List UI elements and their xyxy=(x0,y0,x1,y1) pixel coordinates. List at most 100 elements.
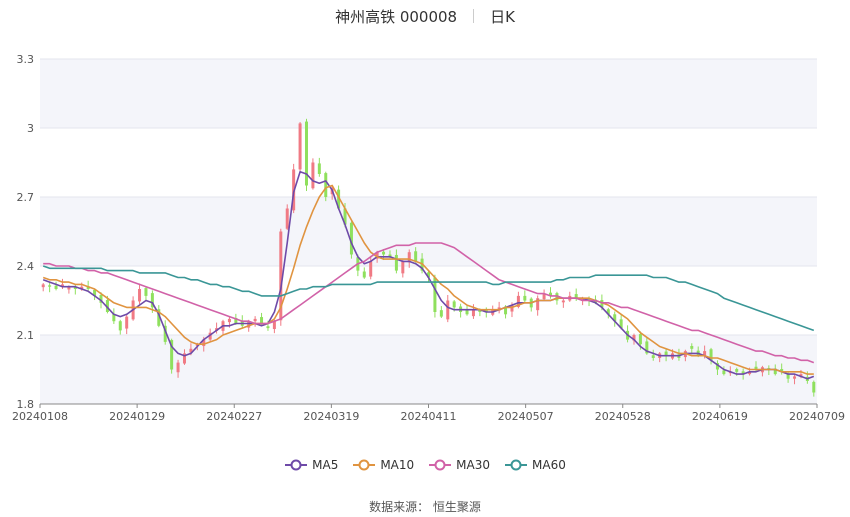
candle-body xyxy=(324,173,328,197)
grid-band xyxy=(40,197,817,266)
legend-marker-icon xyxy=(429,459,452,471)
candle-body xyxy=(446,300,450,320)
grid-band xyxy=(40,59,817,128)
candle-body xyxy=(247,321,251,328)
candle-body xyxy=(189,348,193,353)
candle-body xyxy=(138,289,142,302)
candle-body xyxy=(561,300,565,303)
candle-body xyxy=(163,325,167,342)
legend-item-ma5[interactable]: MA5 xyxy=(284,458,338,472)
legend-label: MA10 xyxy=(380,458,415,472)
candle-body xyxy=(362,271,366,278)
candle-body xyxy=(613,314,617,322)
candle-body xyxy=(54,285,58,289)
ma-line-ma60 xyxy=(42,265,815,332)
candle-body xyxy=(754,366,758,370)
x-tick-labels: 20240108 20240129 20240227 20240319 20240411… xyxy=(12,404,845,423)
y-tick-label: 3.3 xyxy=(17,53,35,66)
candle-body xyxy=(690,346,694,349)
candle-body xyxy=(349,222,353,255)
candle-body xyxy=(799,374,803,377)
candle-body xyxy=(144,288,148,296)
x-tick-label: 20240108 xyxy=(12,410,68,423)
candle-body xyxy=(99,294,103,303)
candle-body xyxy=(157,309,161,326)
grid-band xyxy=(40,335,817,404)
candle-body xyxy=(812,381,816,393)
legend-item-ma60[interactable]: MA60 xyxy=(504,458,566,472)
candle-body xyxy=(452,301,456,308)
candle-body xyxy=(433,277,437,312)
candle-body xyxy=(510,305,514,312)
candle-body xyxy=(394,254,398,271)
y-tick-label: 2.4 xyxy=(17,260,35,273)
title-separator xyxy=(473,9,475,23)
candle-body xyxy=(735,369,739,372)
candle-body xyxy=(484,310,488,312)
candle-body xyxy=(632,335,636,341)
chart-title: 神州高铁 000008 日K xyxy=(0,6,850,27)
candle-body xyxy=(703,351,707,356)
candle-body xyxy=(715,363,719,370)
candle-body xyxy=(375,252,379,259)
legend-label: MA30 xyxy=(456,458,491,472)
x-tick-label: 20240528 xyxy=(595,410,651,423)
candle-body xyxy=(523,295,527,301)
legend-marker-icon xyxy=(505,459,528,471)
candle-body xyxy=(48,285,52,287)
candle-body xyxy=(407,252,411,263)
candle-body xyxy=(664,351,668,356)
candle-body xyxy=(478,309,482,312)
y-tick-label: 2.1 xyxy=(17,329,35,342)
candle-body xyxy=(317,163,321,174)
x-tick-label: 20240319 xyxy=(303,410,359,423)
candle-body xyxy=(504,306,508,315)
candle-body xyxy=(170,340,174,370)
candle-body xyxy=(86,286,90,289)
candle-body xyxy=(555,293,559,301)
candle-body xyxy=(60,284,64,287)
candle-body xyxy=(105,300,109,312)
candle-body xyxy=(645,341,649,354)
candle-body xyxy=(722,370,726,375)
legend: MA5 MA10 MA30 MA60 xyxy=(0,458,850,474)
grid-bands xyxy=(40,59,817,404)
candle-body xyxy=(427,272,430,278)
candle-body xyxy=(549,292,553,296)
x-tick-label: 20240619 xyxy=(692,410,748,423)
legend-item-ma10[interactable]: MA10 xyxy=(352,458,414,472)
candle-body xyxy=(93,289,97,296)
candle-body xyxy=(41,284,45,288)
y-tick-label: 2.7 xyxy=(17,191,35,204)
candle-body xyxy=(709,349,713,361)
candle-body xyxy=(574,294,578,299)
candle-body xyxy=(208,332,212,340)
candle-body xyxy=(260,317,264,324)
candle-body xyxy=(73,286,77,289)
legend-item-ma30[interactable]: MA30 xyxy=(428,458,490,472)
candle-body xyxy=(150,293,154,308)
candle-body xyxy=(337,189,341,209)
ma-line-ma30 xyxy=(43,242,815,364)
x-tick-label: 20240129 xyxy=(109,410,165,423)
candle-body xyxy=(536,298,540,311)
candle-body xyxy=(304,121,308,186)
period-label: 日K xyxy=(490,8,515,26)
candlestick-chart: 1.8 2.1 2.4 2.7 3 3.3 20240108 20240129 2024022… xyxy=(12,53,845,423)
candle-body xyxy=(266,326,270,329)
candle-body xyxy=(234,317,238,324)
candle-body xyxy=(388,254,392,257)
candle-body xyxy=(298,123,302,170)
candle-body xyxy=(793,376,797,379)
stock-name: 神州高铁 000008 xyxy=(335,8,458,26)
legend-marker-icon xyxy=(285,459,308,471)
y-tick-labels: 1.8 2.1 2.4 2.7 3 3.3 xyxy=(17,53,35,411)
candle-body xyxy=(125,316,129,329)
candle-body xyxy=(272,321,276,330)
x-tick-label: 20240507 xyxy=(498,410,554,423)
candle-body xyxy=(80,286,84,290)
candle-body xyxy=(786,373,790,379)
candle-body xyxy=(253,318,257,322)
candle-body xyxy=(542,293,546,300)
candle-body xyxy=(516,295,520,307)
